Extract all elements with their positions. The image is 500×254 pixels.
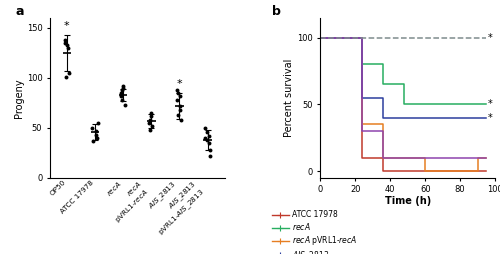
Point: [146, 118, 154, 122]
Text: a: a: [15, 5, 24, 18]
Point: [176, 94, 184, 98]
Point: [173, 98, 181, 102]
Point: [93, 136, 101, 140]
Point: [202, 126, 209, 130]
Text: *: *: [488, 33, 493, 43]
Point: [120, 86, 128, 90]
Point: [177, 118, 185, 122]
Point: [61, 38, 69, 42]
Point: [147, 111, 155, 115]
Point: [202, 136, 209, 140]
Point: [206, 154, 214, 158]
Point: [119, 84, 127, 88]
Point: [174, 113, 182, 117]
Point: [146, 128, 154, 132]
Text: b: b: [272, 5, 280, 18]
Point: [88, 139, 96, 143]
Point: [202, 138, 210, 142]
Point: [92, 129, 100, 133]
Point: [88, 126, 96, 130]
Point: [121, 103, 129, 107]
Point: [64, 46, 72, 50]
Point: [146, 114, 154, 118]
Point: [118, 94, 126, 98]
Point: [66, 71, 74, 75]
Y-axis label: Progeny: Progeny: [14, 78, 24, 118]
Point: [204, 134, 212, 138]
Y-axis label: Percent survival: Percent survival: [284, 59, 294, 137]
Text: *: *: [176, 79, 182, 89]
Point: [64, 43, 72, 47]
Point: [204, 130, 212, 134]
Point: [92, 133, 100, 137]
Point: [118, 98, 126, 102]
Point: [61, 41, 69, 45]
X-axis label: Time (h): Time (h): [384, 196, 431, 206]
Point: [206, 141, 214, 145]
Legend: ATCC 17978, $recA$, $recA$ pVRL1-$recA$, $AIS\_2813$, $AIS\_2813$ pVRL1-$AIS\_28: ATCC 17978, $recA$, $recA$ pVRL1-$recA$,…: [272, 210, 394, 254]
Point: [94, 121, 102, 125]
Point: [176, 108, 184, 112]
Point: [176, 104, 184, 108]
Point: [148, 124, 156, 128]
Point: [173, 88, 181, 92]
Point: [118, 88, 126, 92]
Text: *: *: [488, 113, 493, 123]
Point: [62, 75, 70, 79]
Point: [146, 121, 154, 125]
Text: *: *: [488, 100, 493, 109]
Point: [118, 91, 126, 95]
Point: [206, 148, 214, 152]
Text: *: *: [64, 21, 70, 31]
Point: [174, 91, 182, 95]
